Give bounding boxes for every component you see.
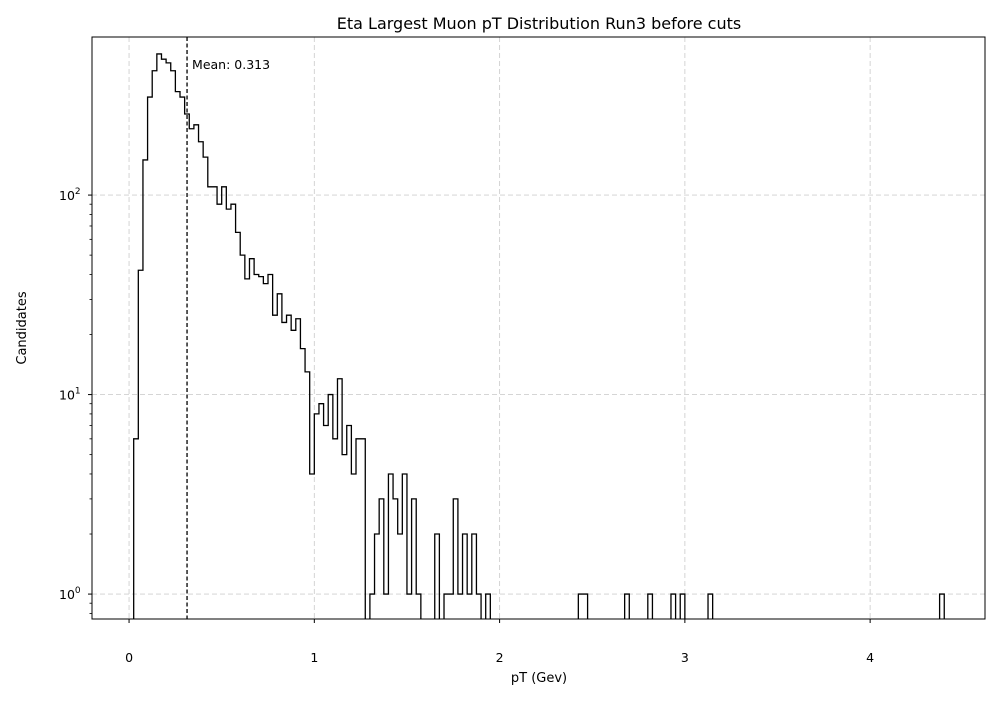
histogram-step-line — [133, 53, 945, 619]
y-tick-label: 101 — [59, 387, 81, 403]
x-axis-label: pT (Gev) — [511, 671, 567, 686]
y-tick-label: 102 — [59, 187, 81, 203]
x-axis-ticks: 0 1 2 3 4 — [125, 619, 874, 665]
grid-layer — [92, 37, 985, 619]
x-tick-label: 0 — [125, 650, 133, 665]
x-tick-label: 3 — [681, 650, 689, 665]
y-axis-ticks: 100 101 102 — [59, 187, 92, 614]
y-axis-label: Candidates — [15, 291, 30, 364]
plot-frame — [91, 36, 986, 620]
x-tick-label: 1 — [310, 650, 318, 665]
mean-annotation: Mean: 0.313 — [192, 57, 270, 72]
chart-title: Eta Largest Muon pT Distribution Run3 be… — [337, 14, 741, 33]
x-tick-label: 4 — [866, 650, 874, 665]
x-tick-label: 2 — [496, 650, 504, 665]
y-tick-label: 100 — [59, 586, 81, 602]
